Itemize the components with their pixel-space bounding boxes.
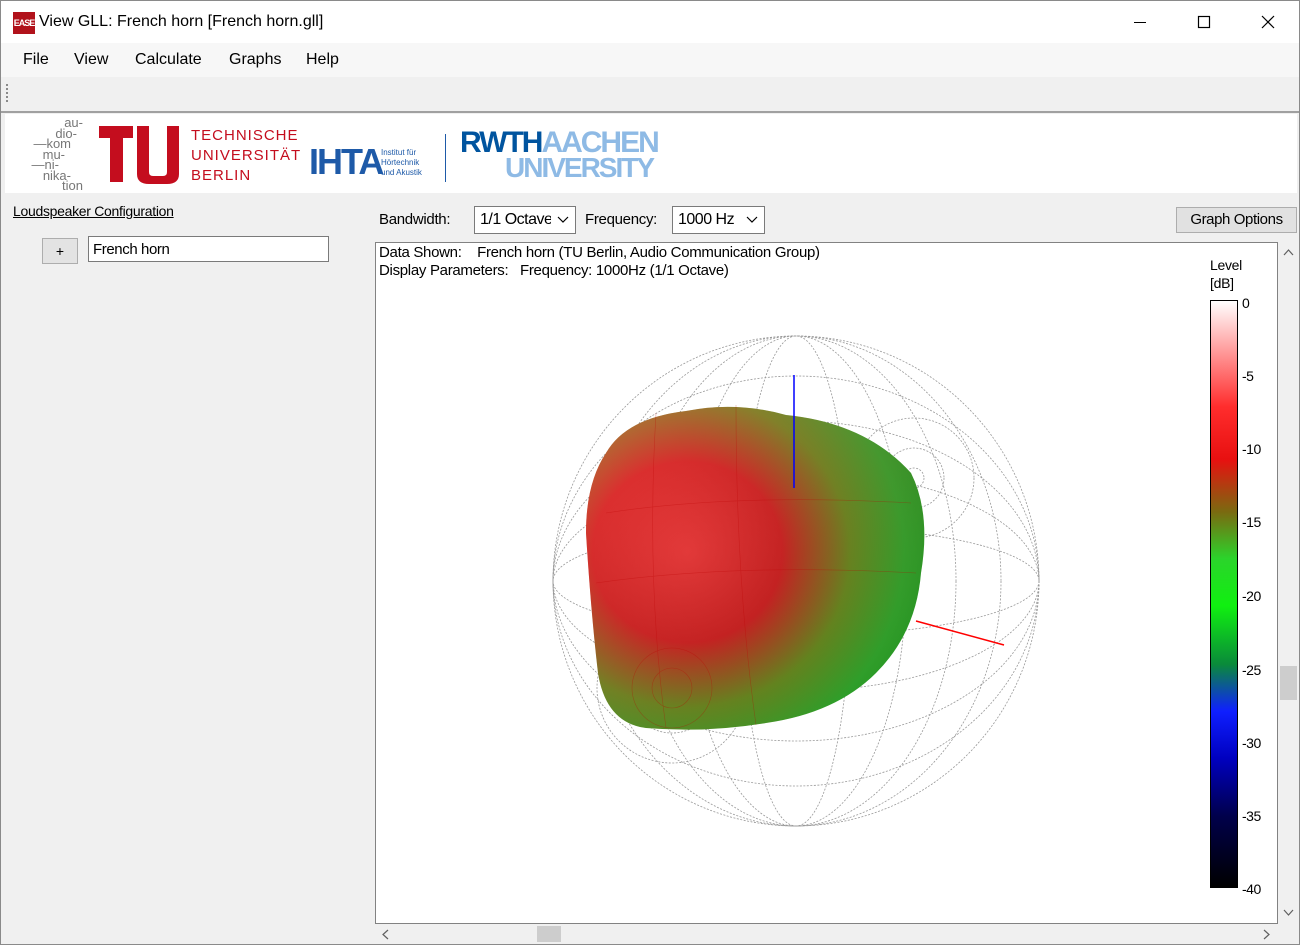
colorbar-tick: -30 (1242, 735, 1261, 751)
loudspeaker-config-panel: Loudspeaker Configuration + French horn (1, 194, 366, 944)
close-button[interactable] (1237, 1, 1299, 43)
balloon-shading (586, 406, 925, 730)
colorbar-tick: -20 (1242, 588, 1261, 604)
ihta-text: Institut für Hörtechnik und Akustik (381, 148, 422, 178)
menu-view[interactable]: View (74, 51, 109, 68)
maximize-button[interactable] (1173, 1, 1235, 43)
ihta-logo-mark: IHTA (309, 141, 384, 182)
akustik-logo-line: dio- (55, 125, 77, 141)
toolbar (1, 77, 1299, 113)
bandwidth-select[interactable]: 1/1 Octave (474, 206, 576, 234)
chevron-down-icon (557, 216, 569, 223)
akustik-logo-line: tion (62, 178, 83, 193)
loudspeaker-name-field[interactable]: French horn (88, 236, 329, 262)
rwth-mark: RWTH (460, 126, 543, 159)
colorbar-tick: 0 (1242, 295, 1250, 311)
scroll-down-icon[interactable] (1283, 909, 1294, 917)
tu-line-1: TECHNISCHE (191, 127, 299, 144)
colorbar-tick: -10 (1242, 441, 1261, 457)
chevron-down-icon (746, 216, 758, 223)
display-params-line: Display Parameters: Frequency: 1000Hz (1… (379, 262, 729, 279)
colorbar-title: Level (1210, 257, 1242, 273)
level-colorbar (1210, 300, 1238, 888)
tu-line-3: BERLIN (191, 167, 252, 184)
balloon-plot-area[interactable]: Data Shown: French horn (TU Berlin, Audi… (375, 242, 1278, 924)
loudspeaker-config-link[interactable]: Loudspeaker Configuration (13, 203, 174, 219)
menu-calculate[interactable]: Calculate (135, 51, 202, 68)
colorbar-tick: -35 (1242, 808, 1261, 824)
bandwidth-value: 1/1 Octave (480, 211, 553, 228)
data-shown-value: French horn (TU Berlin, Audio Communicat… (477, 244, 820, 261)
frequency-select[interactable]: 1000 Hz (672, 206, 765, 234)
window-title: View GLL: French horn [French horn.gll] (39, 13, 324, 30)
ihta-line-1: Institut für (381, 148, 417, 157)
akustik-logo-line: nika- (42, 167, 71, 183)
data-shown-line: Data Shown: French horn (TU Berlin, Audi… (379, 244, 820, 261)
balloon-3d-render (552, 335, 1040, 827)
rwth-logo: RWTHAACHEN (460, 126, 660, 159)
expand-button[interactable]: + (42, 238, 78, 264)
akustik-logo-line: au- (64, 115, 83, 130)
display-params-label: Display Parameters: (379, 262, 509, 279)
tu-logo-icon (99, 126, 179, 184)
colorbar-tick: -25 (1242, 662, 1261, 678)
colorbar-tick: -40 (1242, 881, 1261, 897)
balloon-mesh (595, 404, 917, 729)
app-icon: EASE (13, 12, 35, 34)
colorbar-tick: -15 (1242, 514, 1261, 530)
scroll-up-icon[interactable] (1283, 248, 1294, 256)
tu-line-2: UNIVERSITÄT (191, 147, 302, 164)
menu-help[interactable]: Help (306, 51, 339, 68)
logo-banner: au- dio- —kom mu- —ni- nika- tion TECHNI… (5, 114, 1297, 193)
menu-graphs[interactable]: Graphs (229, 51, 282, 68)
ihta-line-3: und Akustik (381, 168, 422, 177)
scroll-left-icon[interactable] (381, 929, 389, 940)
vertical-scrollbar[interactable] (1278, 242, 1299, 924)
minimize-button[interactable] (1109, 1, 1171, 43)
toolbar-grip[interactable] (6, 84, 8, 104)
menu-file[interactable]: File (23, 51, 49, 68)
frequency-value: 1000 Hz (678, 211, 735, 228)
frequency-label: Frequency: (585, 211, 658, 228)
maximize-icon (1197, 15, 1211, 29)
bandwidth-chevron-area (551, 207, 575, 233)
tu-berlin-text: TECHNISCHE UNIVERSITÄT BERLIN (191, 126, 301, 186)
bandwidth-label: Bandwidth: (379, 211, 451, 228)
rwth-aachen: AACHEN (541, 126, 659, 159)
graph-options-button[interactable]: Graph Options (1176, 207, 1297, 233)
close-icon (1261, 15, 1275, 29)
rwth-university: UNIVERSITY (505, 152, 655, 183)
display-params-value: Frequency: 1000Hz (1/1 Octave) (519, 262, 729, 279)
horizontal-scroll-thumb[interactable] (537, 926, 561, 942)
title-bar: EASE View GLL: French horn [French horn.… (1, 1, 1299, 43)
ihta-line-2: Hörtechnik (381, 158, 420, 167)
horizontal-scrollbar[interactable] (375, 924, 1278, 944)
x-axis-line (915, 620, 1005, 646)
akustik-logo-line: —ni- (31, 157, 59, 172)
scroll-right-icon[interactable] (1263, 929, 1271, 940)
logo-divider (445, 134, 446, 182)
tu-berlin-logo-mark (97, 122, 187, 186)
colorbar-unit: [dB] (1210, 275, 1234, 291)
colorbar-tick: -5 (1242, 368, 1254, 384)
akustik-logo: au- dio- —kom mu- —ni- nika- tion (9, 115, 85, 193)
vertical-scroll-thumb[interactable] (1280, 666, 1297, 700)
akustik-logo-line: mu- (42, 146, 65, 162)
menu-bar: File View Calculate Graphs Help (1, 43, 1299, 77)
minimize-icon (1134, 22, 1146, 23)
akustik-logo-line: —kom (33, 136, 71, 151)
data-shown-label: Data Shown: (379, 244, 462, 261)
